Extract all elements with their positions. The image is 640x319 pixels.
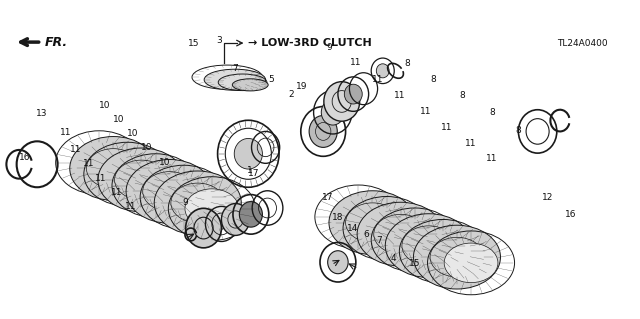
Text: 8: 8 xyxy=(490,108,495,117)
Text: 5: 5 xyxy=(269,75,274,84)
Text: 11: 11 xyxy=(486,154,497,163)
Ellipse shape xyxy=(185,189,239,228)
Ellipse shape xyxy=(126,160,213,223)
Text: 7: 7 xyxy=(233,64,238,73)
Ellipse shape xyxy=(232,79,268,91)
Ellipse shape xyxy=(234,138,262,169)
Text: 16: 16 xyxy=(19,153,30,162)
Ellipse shape xyxy=(309,115,337,147)
Ellipse shape xyxy=(221,204,250,235)
Text: 11: 11 xyxy=(111,188,122,197)
Text: FR.: FR. xyxy=(45,36,68,48)
Ellipse shape xyxy=(129,166,182,205)
Ellipse shape xyxy=(388,220,442,260)
Text: 15: 15 xyxy=(188,39,199,48)
Ellipse shape xyxy=(72,143,126,182)
Ellipse shape xyxy=(70,137,157,200)
Text: 11: 11 xyxy=(350,58,362,67)
Text: 11: 11 xyxy=(465,139,476,148)
Text: 10: 10 xyxy=(159,158,171,167)
Text: 3: 3 xyxy=(216,36,221,45)
Text: 10: 10 xyxy=(113,115,125,124)
Ellipse shape xyxy=(329,191,416,255)
Ellipse shape xyxy=(444,243,498,283)
Text: 11: 11 xyxy=(441,123,452,132)
Text: 17: 17 xyxy=(248,169,260,178)
Text: 8: 8 xyxy=(405,59,410,68)
Text: 9: 9 xyxy=(327,43,332,52)
Text: 11: 11 xyxy=(83,159,94,168)
Text: 16: 16 xyxy=(565,210,577,219)
Text: 12: 12 xyxy=(541,193,553,202)
Text: 8: 8 xyxy=(516,126,521,135)
Text: 6: 6 xyxy=(364,230,369,239)
Text: TL24A0400: TL24A0400 xyxy=(557,39,608,48)
Ellipse shape xyxy=(100,154,154,194)
Text: 11: 11 xyxy=(95,174,107,182)
Ellipse shape xyxy=(376,64,389,78)
Ellipse shape xyxy=(357,202,444,266)
Ellipse shape xyxy=(98,148,185,212)
Text: 11: 11 xyxy=(70,145,81,154)
Text: 10: 10 xyxy=(99,101,111,110)
Ellipse shape xyxy=(328,251,348,274)
Text: 10: 10 xyxy=(127,129,139,138)
Ellipse shape xyxy=(239,202,262,227)
Text: 18: 18 xyxy=(332,213,344,222)
Text: 14: 14 xyxy=(347,224,358,233)
Text: 11: 11 xyxy=(372,75,383,84)
Text: 1: 1 xyxy=(247,166,252,175)
Text: 17: 17 xyxy=(322,193,333,202)
Ellipse shape xyxy=(344,84,362,104)
Text: 19: 19 xyxy=(296,82,308,91)
Text: 2: 2 xyxy=(289,90,294,99)
Ellipse shape xyxy=(360,209,413,248)
Ellipse shape xyxy=(157,177,211,217)
Text: 9: 9 xyxy=(183,198,188,207)
Text: → LOW-3RD CLUTCH: → LOW-3RD CLUTCH xyxy=(248,38,372,48)
Ellipse shape xyxy=(204,69,266,90)
Text: 10: 10 xyxy=(141,143,153,152)
Ellipse shape xyxy=(332,197,385,237)
Text: 15: 15 xyxy=(409,259,420,268)
Ellipse shape xyxy=(324,82,360,121)
Text: 8: 8 xyxy=(431,75,436,84)
Text: 11: 11 xyxy=(60,128,72,137)
Text: 11: 11 xyxy=(394,91,406,100)
Ellipse shape xyxy=(154,171,241,235)
Text: 4: 4 xyxy=(390,254,396,263)
Ellipse shape xyxy=(186,208,221,248)
Ellipse shape xyxy=(413,225,500,289)
Text: 7: 7 xyxy=(377,236,382,245)
Ellipse shape xyxy=(416,232,470,271)
Ellipse shape xyxy=(321,100,344,125)
Text: 11: 11 xyxy=(420,107,431,115)
Text: 11: 11 xyxy=(125,202,136,211)
Text: 8: 8 xyxy=(460,91,465,100)
Ellipse shape xyxy=(385,214,472,278)
Text: 13: 13 xyxy=(36,109,47,118)
